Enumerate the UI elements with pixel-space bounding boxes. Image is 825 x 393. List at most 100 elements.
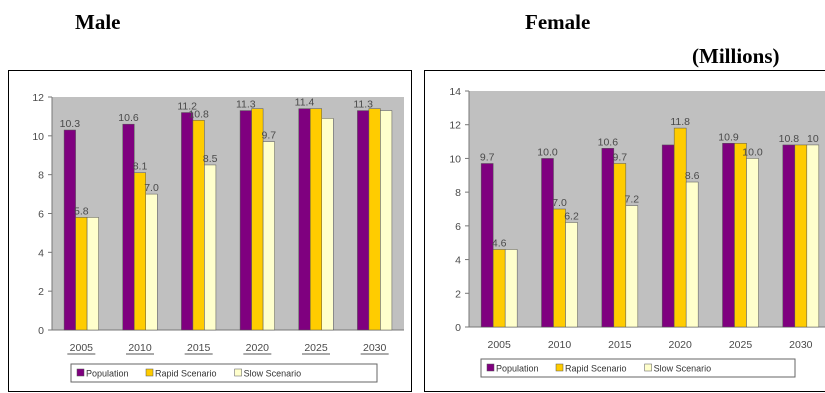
bar [357,110,370,331]
y-tick-label: 4 [455,255,461,267]
legend-swatch [644,363,652,372]
x-tick-label: 2010 [128,342,152,354]
bar [734,143,747,328]
x-tick-label: 2020 [246,342,270,354]
legend-box [480,358,796,378]
legend-swatch [234,368,242,377]
bar [685,181,699,328]
y-tick-label: 6 [455,221,461,233]
x-tick-label: 2005 [70,342,94,354]
legend-swatch [76,368,85,377]
bar [298,108,311,331]
x-tick-label: 2005 [487,339,511,351]
plot-area [52,97,404,330]
x-tick-label: 2015 [187,342,211,354]
bar [134,172,146,331]
legend: Population Rapid Scenario Slow Scenario [70,363,378,383]
bar [181,112,194,331]
x-tick-label: 2015 [608,339,632,351]
bar [262,141,275,331]
x-tick-label: 2020 [668,339,692,351]
bar [673,127,687,328]
data-label: 10.0 [537,146,558,158]
bar [661,144,675,328]
x-tick-label: 2025 [729,339,753,351]
bar [145,193,158,331]
bar [601,148,615,328]
bar [806,144,820,328]
y-tick-label: 8 [38,170,44,182]
female-chart: 0 2 4 6 8 10 12 14 9.7 4.6 2005 10.0 7.06.2 2010 10.6 9… [449,86,825,378]
y-tick-label: 6 [38,209,44,221]
data-label: 10 [807,133,819,145]
male-chart-panel: 0 2 4 6 8 10 12 10.3 5.8 2005 10.6 8.1 7.0 2010 11.2 10… [8,70,412,392]
female-chart-panel: 0 2 4 6 8 10 12 14 9.7 4.6 2005 10.0 7.0 6.2 2010 10.6 9… [424,70,825,392]
data-label: 7.0 [144,182,159,194]
bar [86,217,99,331]
male-chart: 0 2 4 6 8 10 12 10.3 5.8 2005 10.6 8.1 7.0 2010 11.210… [32,92,404,383]
legend-label: Rapid Scenario [565,364,627,374]
bar [492,249,506,328]
data-label: 7.2 [625,194,640,206]
female-heading: Female [525,10,591,34]
data-label: 9.7 [262,130,277,142]
data-label: 11.2 [177,101,197,113]
bar [192,120,205,331]
data-label: 9.7 [613,151,628,163]
data-label: 10.6 [598,136,619,148]
bar [204,164,217,331]
bar [321,118,334,331]
legend-label: Population [86,369,129,379]
y-tick-label: 10 [449,153,461,165]
data-label: 11.4 [295,97,315,109]
data-label: 5.8 [74,205,89,217]
x-tick-label: 2010 [548,339,572,351]
data-label: 8.1 [133,161,148,173]
data-label: 10.8 [779,133,800,145]
y-tick-label: 14 [449,86,461,98]
legend-box [70,363,378,383]
y-tick-label: 8 [455,187,461,199]
bar [541,158,554,328]
bar [794,144,808,328]
units-label: (Millions) [692,44,780,68]
y-tick-label: 4 [38,247,44,259]
y-tick-label: 12 [32,92,44,104]
data-label: 11.8 [670,116,690,128]
data-label: 6.2 [564,210,579,222]
y-tick-label: 2 [38,286,44,298]
y-tick-label: 0 [455,322,461,334]
data-label: 8.5 [203,153,218,165]
bar [504,249,518,328]
data-label: 10.9 [718,131,739,143]
data-label: 8.6 [685,170,700,182]
x-tick-label: 2030 [363,342,387,354]
bar [613,163,627,328]
plot-area [469,91,825,327]
x-tick-label: 2025 [304,342,328,354]
legend: Population Rapid Scenario Slow Scenario [480,358,796,378]
bar [553,208,566,328]
bar [63,129,76,331]
bar [722,143,735,328]
bar [625,205,639,328]
bar [75,217,88,331]
bar [251,108,264,331]
data-label: 10.8 [188,108,209,120]
data-label: 11.3 [236,99,256,111]
bar [310,108,322,331]
y-tick-label: 0 [38,325,44,337]
data-label: 4.6 [492,237,507,249]
legend-label: Rapid Scenario [155,369,217,379]
y-tick-label: 2 [455,288,461,300]
male-heading: Male [75,10,121,34]
bar [565,222,578,328]
bar [480,163,494,328]
legend-swatch [486,363,495,372]
data-label: 11.3 [353,99,373,111]
bar [746,158,759,328]
bar [122,123,135,331]
bar [239,110,252,331]
bar [368,108,381,331]
x-tick-label: 2030 [789,339,813,351]
